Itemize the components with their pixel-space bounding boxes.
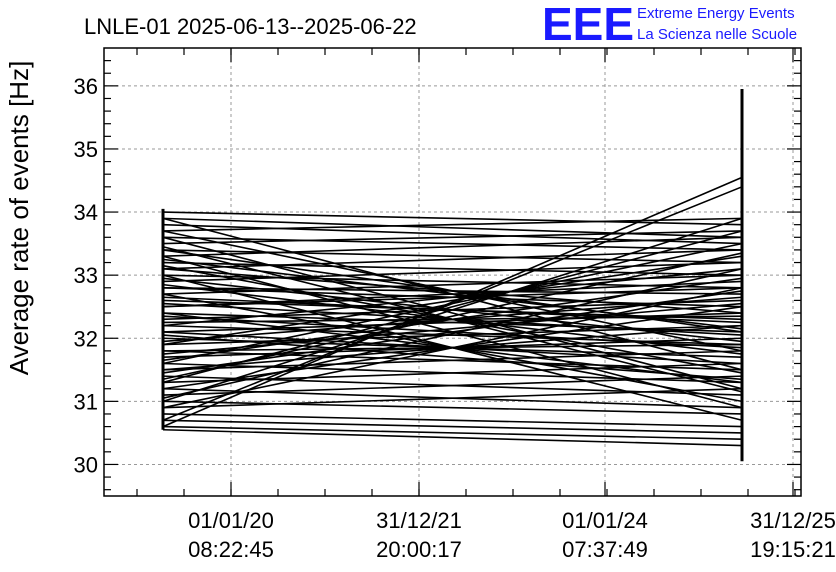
x-tick-date: 01/01/24 (562, 508, 648, 533)
series-line (162, 249, 743, 270)
series-line (162, 413, 743, 428)
series-line (162, 236, 743, 390)
series-line (162, 261, 743, 276)
series-line (162, 236, 743, 251)
series-line (162, 268, 743, 399)
x-tick-time: 08:22:45 (188, 537, 274, 562)
series-line (162, 176, 743, 428)
logo-line1: Extreme Energy Events (637, 5, 795, 22)
series-line (162, 230, 743, 384)
series-line (162, 387, 743, 409)
series-line (162, 419, 743, 434)
series-line (162, 334, 743, 381)
y-tick-label: 34 (74, 200, 98, 225)
series-line (162, 277, 743, 343)
y-tick-label: 32 (74, 326, 98, 351)
series-line (162, 261, 743, 283)
series-line (162, 252, 743, 381)
chart-title: LNLE-01 2025-06-13--2025-06-22 (84, 14, 417, 39)
y-tick-label: 31 (74, 389, 98, 414)
plot-frame (103, 47, 802, 497)
series-line (162, 230, 743, 245)
y-tick-label: 35 (74, 137, 98, 162)
series-line (162, 350, 743, 371)
series-line (162, 258, 743, 330)
series-lines (162, 176, 743, 447)
series-line (162, 249, 743, 264)
y-tick-label: 30 (74, 452, 98, 477)
y-tick-label: 36 (74, 74, 98, 99)
series-line (162, 236, 743, 258)
series-line (162, 312, 743, 333)
axes: 30 31 32 33 34 35 36 01/01/20 08:22:45 31/12/21 20… (74, 48, 836, 562)
series-line (162, 255, 743, 346)
series-line (162, 425, 743, 441)
series-line (162, 290, 743, 374)
series-line (162, 375, 743, 396)
error-bars (161, 89, 744, 462)
eee-logo: EEE Extreme Energy Events La Scienza nel… (542, 0, 797, 50)
x-tick-date: 01/01/20 (188, 508, 274, 533)
logo-line2: La Scienza nelle Scuole (637, 26, 797, 43)
x-tick-time: 20:00:17 (376, 537, 462, 562)
series-line (162, 302, 743, 355)
series-line (162, 324, 743, 346)
x-tick-time: 19:15:21 (750, 537, 836, 562)
series-line (162, 428, 743, 447)
series-line (162, 268, 743, 327)
x-tick-time: 07:37:49 (562, 537, 648, 562)
x-tick-date: 31/12/25 (750, 508, 836, 533)
x-tick-date: 31/12/21 (376, 508, 462, 533)
y-tick-label: 33 (74, 263, 98, 288)
series-line (162, 362, 743, 384)
logo-mark: EEE (542, 0, 634, 50)
series-line (162, 217, 743, 239)
series-line (162, 400, 743, 415)
series-line (162, 211, 743, 226)
y-axis-label: Average rate of events [Hz] (4, 61, 34, 376)
series-line (162, 286, 743, 409)
series-line (162, 242, 743, 365)
series-line (162, 217, 743, 232)
